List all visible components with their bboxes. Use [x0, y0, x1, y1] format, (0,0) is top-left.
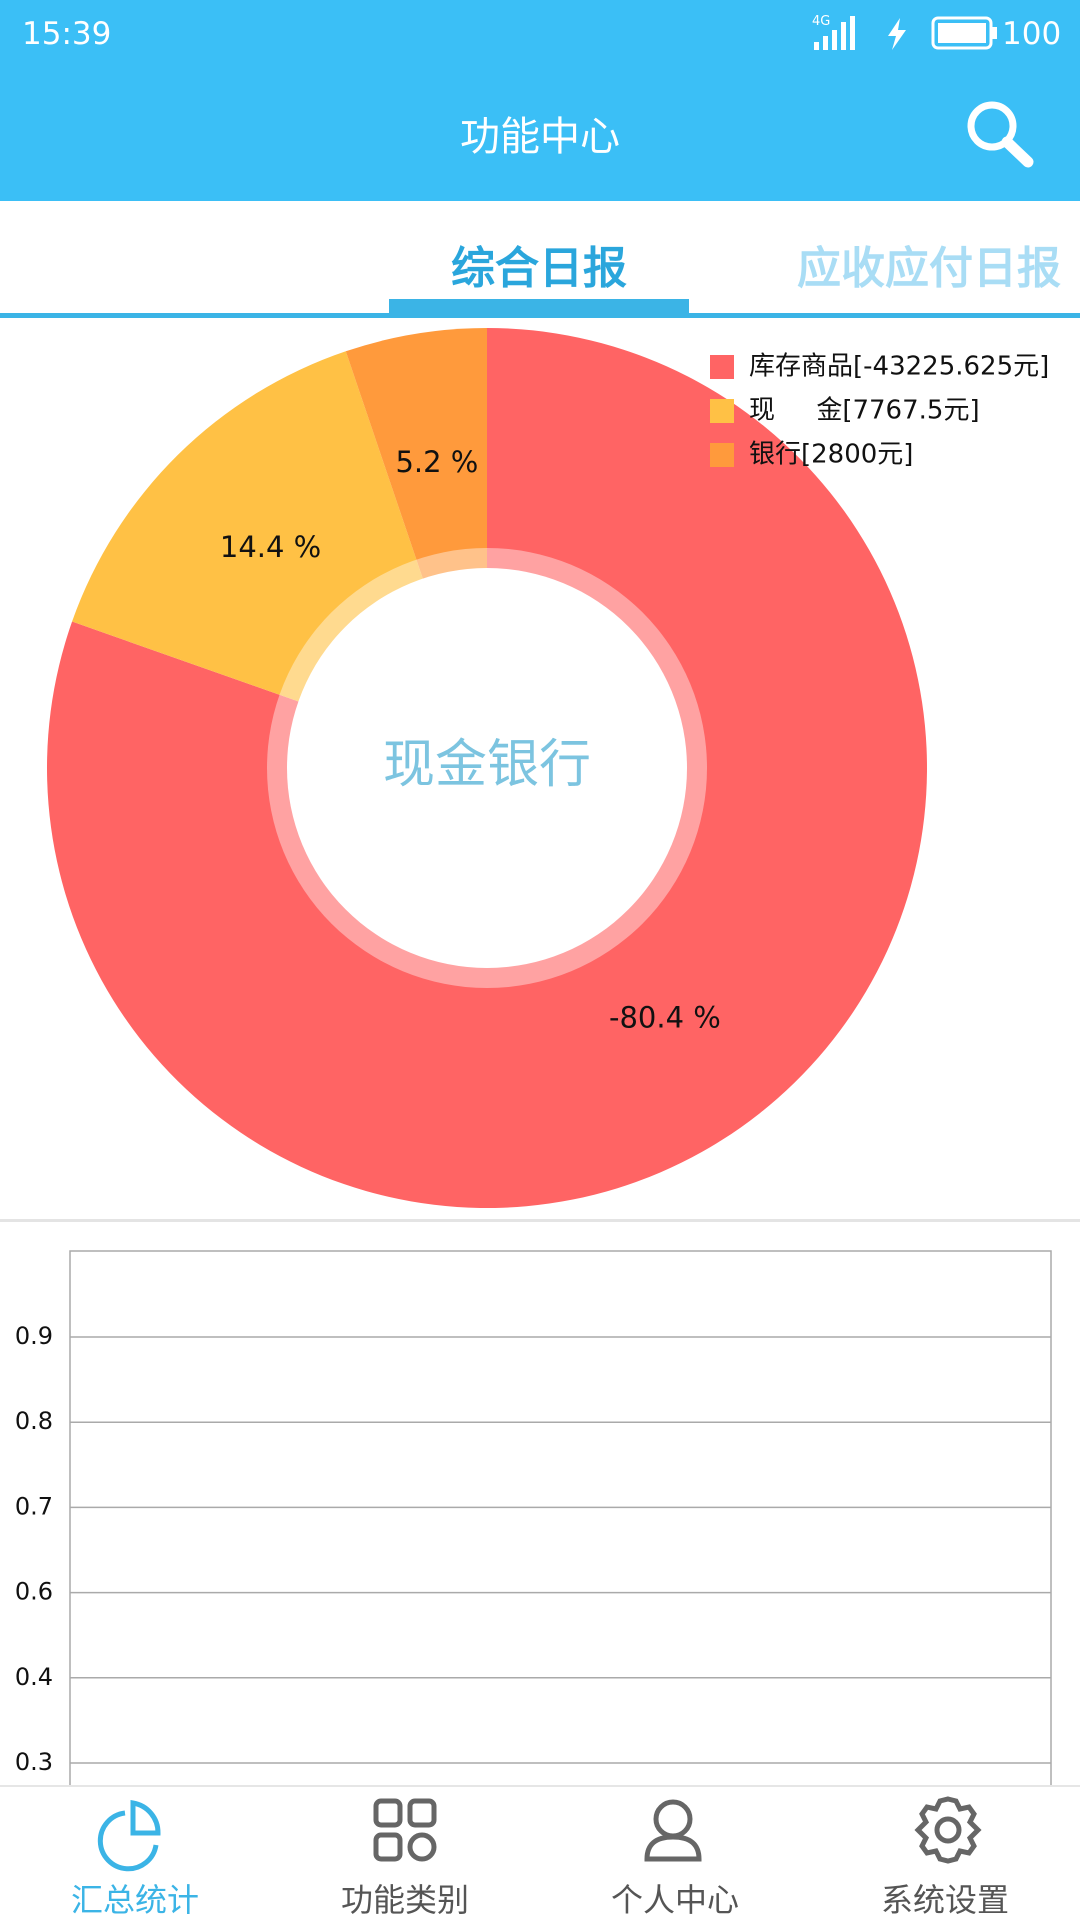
tab-indicator	[389, 299, 689, 313]
slice-label: 5.2 %	[395, 445, 478, 479]
battery-level: 100	[1002, 16, 1062, 52]
nav-icons	[97, 1796, 982, 1872]
center-label: 现金银行	[383, 735, 591, 795]
legend-swatch	[710, 355, 734, 379]
status-icons	[814, 16, 906, 50]
y-axis-label: 0.6	[15, 1578, 53, 1606]
section-divider	[0, 1219, 1080, 1222]
nav-summary[interactable]: 汇总统计	[70, 1881, 199, 1919]
bottom-nav: 汇总统计 功能类别 个人中心 系统设置	[0, 1785, 1080, 1922]
search-button[interactable]	[960, 96, 1036, 172]
plot-frame	[69, 1250, 1052, 1785]
app-bar: 15:39 4G 100 功能中心	[0, 0, 1080, 201]
status-time: 15:39	[22, 16, 112, 52]
y-axis-label: 0.9	[15, 1322, 53, 1350]
tab-receivables[interactable]: 应收应付日报	[797, 243, 1061, 294]
legend-swatch	[710, 399, 734, 423]
nav-settings[interactable]: 系统设置	[880, 1881, 1009, 1919]
charts: 现金银行 -80.4 % 14.4 % 5.2 % 库存商品[-43225.625元] 现…	[15, 328, 1052, 1785]
tab-divider	[0, 313, 1080, 318]
tab-daily[interactable]: 综合日报	[451, 243, 627, 294]
legend-label: 银行[2800元]	[749, 440, 913, 470]
legend-label: 库存商品[-43225.625元]	[749, 352, 1049, 382]
slice-label: -80.4 %	[609, 1000, 721, 1034]
y-axis-label: 0.7	[15, 1492, 53, 1520]
slice-label: 14.4 %	[220, 530, 321, 564]
y-axis-label: 0.3	[15, 1748, 53, 1776]
header-title: 功能中心	[460, 114, 620, 160]
nav-profile[interactable]: 个人中心	[610, 1881, 739, 1919]
y-axis-label: 0.4	[15, 1663, 53, 1691]
network-label: 4G	[812, 14, 831, 29]
legend-swatch	[710, 443, 734, 467]
battery-icon	[931, 16, 997, 50]
y-axis-label: 0.8	[15, 1407, 53, 1435]
nav-functions[interactable]: 功能类别	[340, 1881, 469, 1919]
legend-label: 现 金[7767.5元]	[749, 396, 980, 426]
hole	[287, 568, 687, 968]
